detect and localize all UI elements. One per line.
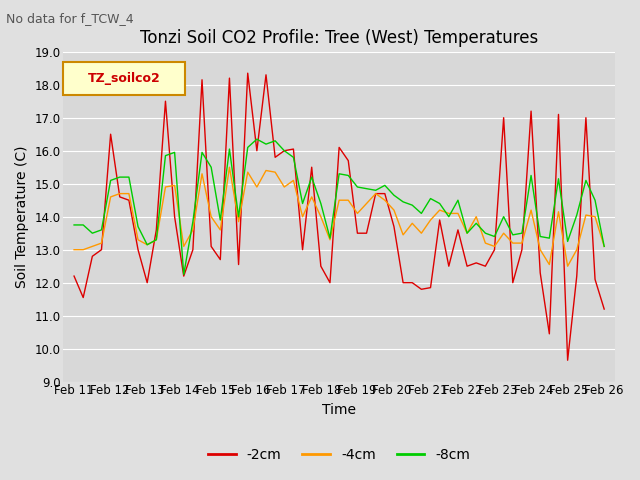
Text: No data for f_TCW_4: No data for f_TCW_4 (6, 12, 134, 25)
Title: Tonzi Soil CO2 Profile: Tree (West) Temperatures: Tonzi Soil CO2 Profile: Tree (West) Temp… (140, 29, 538, 48)
Y-axis label: Soil Temperature (C): Soil Temperature (C) (15, 145, 29, 288)
X-axis label: Time: Time (322, 403, 356, 417)
FancyBboxPatch shape (63, 61, 185, 95)
Text: TZ_soilco2: TZ_soilco2 (88, 72, 161, 84)
Legend: -2cm, -4cm, -8cm: -2cm, -4cm, -8cm (202, 442, 476, 467)
